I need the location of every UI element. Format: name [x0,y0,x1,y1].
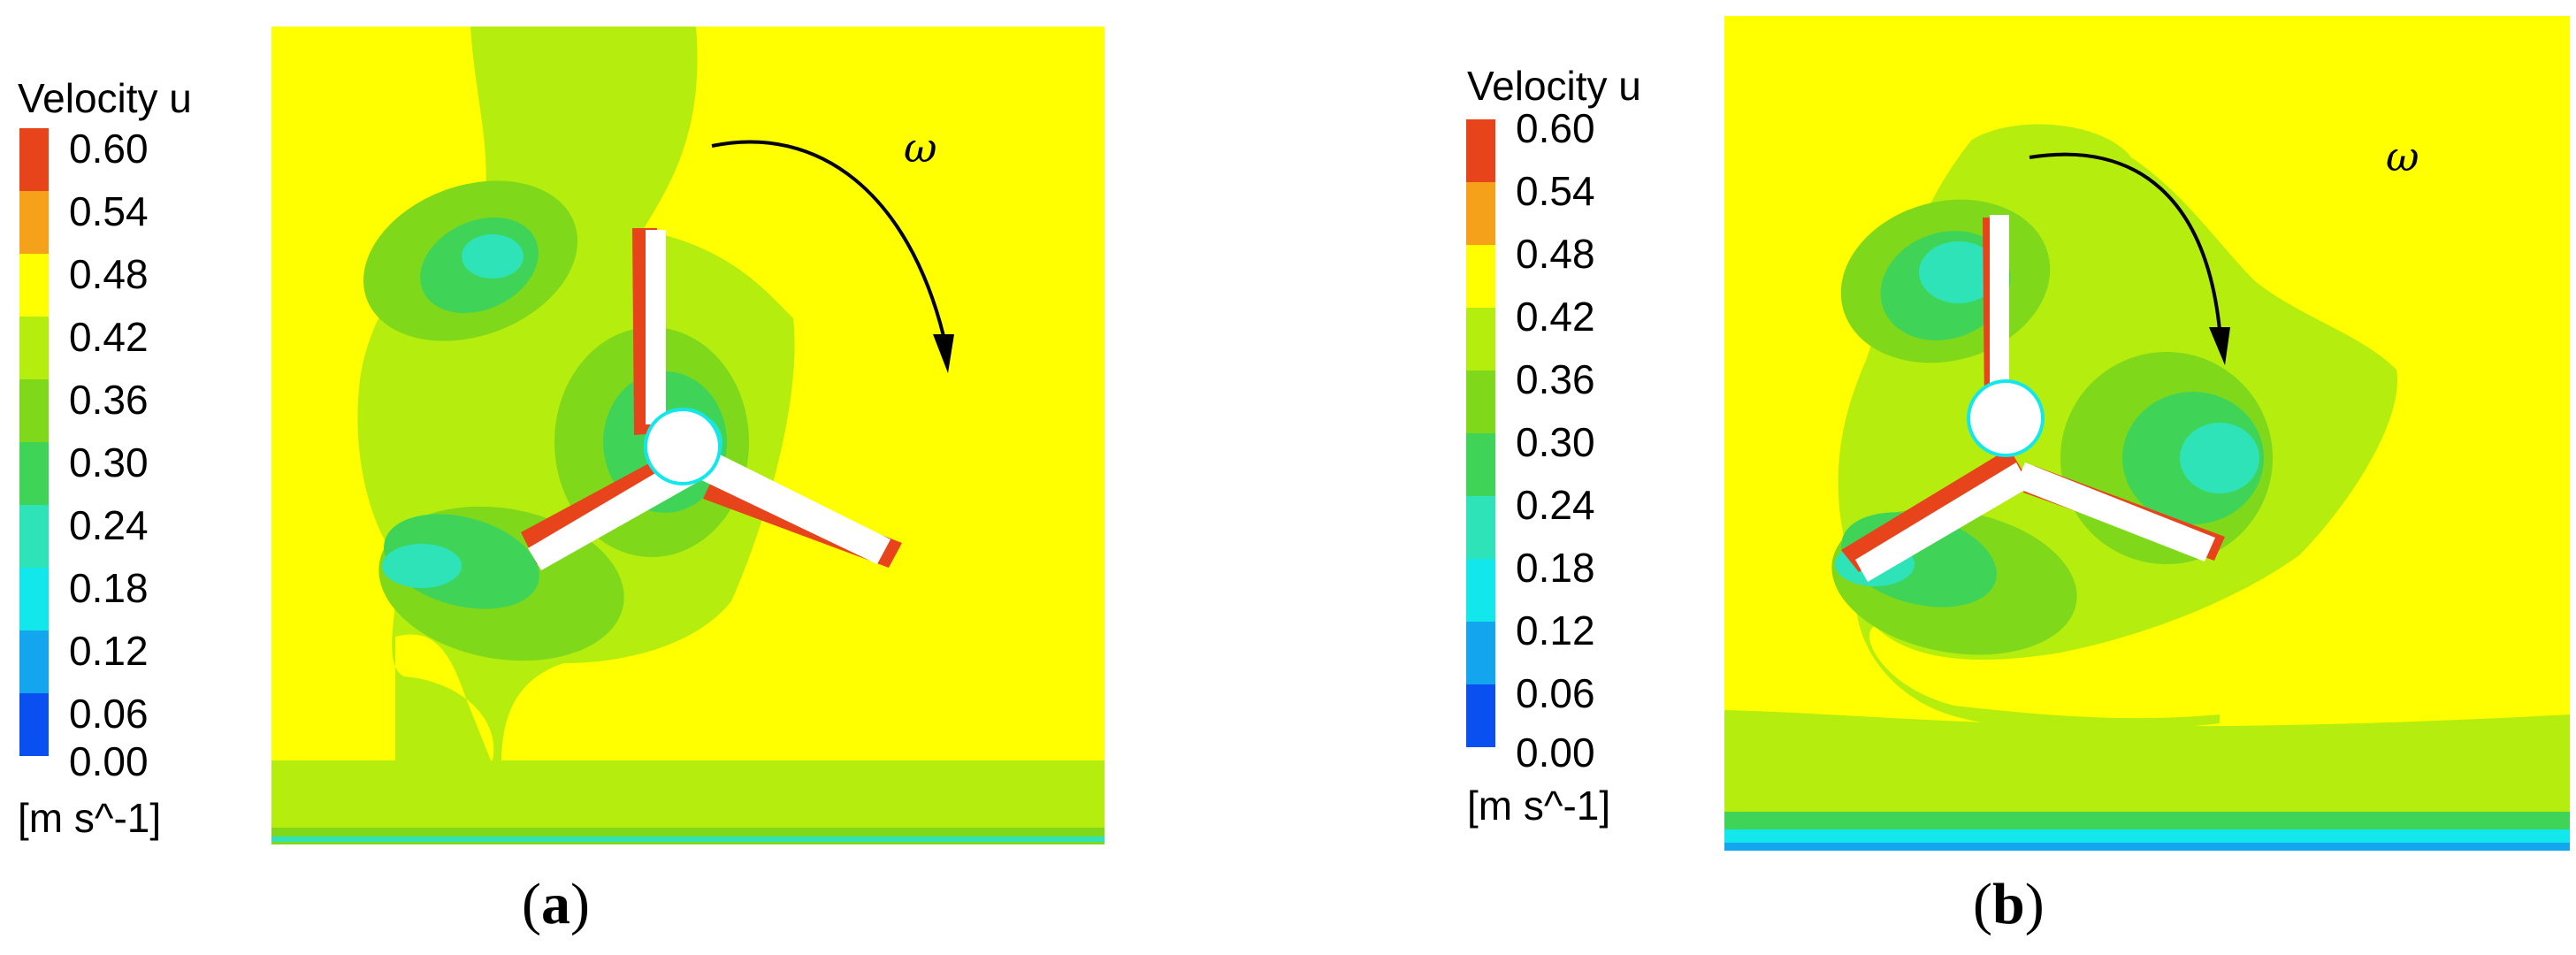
caption-close: ) [2024,872,2045,936]
wake-core-fast [2180,423,2259,493]
velocity-contour-field [271,27,1105,844]
legend-tick: 0.48 [1516,231,1595,277]
legend-tick: 0.30 [1516,419,1595,465]
color-bar-segment [1466,559,1495,622]
legend-tick: 0.42 [1516,294,1595,340]
rotor-blade [696,449,891,564]
rotation-arrow [711,140,945,337]
color-bar-segment [1466,371,1495,433]
legend-tick: 0.54 [1516,168,1595,214]
color-bar-segment [1466,496,1495,559]
rotor-hub [1967,379,2045,457]
legend-tick: 0.18 [1516,545,1595,591]
color-bar-segment [19,128,49,191]
color-bar-segment [1466,308,1495,371]
caption-close: ) [569,872,590,936]
legend-tick: 0.42 [69,314,149,360]
color-bar-segment [1466,622,1495,684]
legend-tick: 0.36 [1516,356,1595,402]
color-bar-segment [19,442,49,505]
panel-b: Velocity u 0.60 0.54 0.48 0.42 0.36 0.30… [1288,0,2575,955]
rotation-label: ω [2386,133,2419,180]
legend-tick: 0.00 [1516,730,1595,775]
caption-open: ( [1973,872,1992,936]
legend-tick: 0.60 [69,126,149,172]
rotation-arrowhead [933,334,954,373]
legend-tick: 0.06 [1516,670,1595,716]
legend-tick: 0.30 [69,439,149,485]
wake-core-fast [462,234,524,279]
color-bar-segment [19,505,49,568]
legend-tick: 0.36 [69,377,149,423]
color-bar-segment [19,317,49,379]
color-bar-segment [1466,245,1495,308]
panel-caption: (b) [1973,871,2045,938]
legend-unit: [m s^-1] [18,795,162,841]
legend-tick: 0.60 [1516,105,1595,151]
velocity-contour-field [1724,16,2570,851]
legend-title: Velocity u [1467,63,1641,109]
wake-core-fast [382,544,462,588]
caption-letter: a [540,872,570,936]
rotor-hub [644,408,722,485]
color-bar-segment [1466,433,1495,496]
caption-open: ( [522,872,541,936]
floor-edge [1724,843,2570,851]
color-bar-segment [1466,182,1495,245]
legend-tick: 0.12 [1516,607,1595,653]
rotation-label: ω [904,124,937,172]
legend-tick: 0.12 [69,628,149,674]
rotation-arrowhead [2209,327,2230,365]
color-bar-segment [19,254,49,317]
color-bar-segment [19,630,49,693]
rotation-arrow [2029,152,2221,331]
legend-title: Velocity u [18,75,192,121]
panel-caption: (a) [522,871,590,938]
floor-boundary [271,828,1105,844]
legend-tick: 0.24 [69,502,149,548]
rotor-blade [1855,462,2029,582]
floor-edge [271,837,1105,842]
legend-tick: 0.24 [1516,482,1595,528]
legend-tick: 0.54 [69,188,149,234]
legend-tick: 0.00 [69,738,149,784]
color-bar-segment [1466,684,1495,747]
color-bar [1466,119,1495,747]
legend-tick: 0.48 [69,251,149,297]
rotor-blade [646,230,666,424]
rotor-blade [1990,215,2009,418]
caption-letter: b [1991,872,2025,936]
color-bar [19,128,49,756]
color-bar-segment [1466,119,1495,182]
color-bar-segment [19,693,49,756]
legend-tick: 0.18 [69,565,149,611]
color-bar-segment [19,568,49,630]
panel-a: Velocity u 0.60 0.54 0.48 0.42 0.36 0.30… [18,27,1105,938]
color-bar-segment [19,191,49,254]
legend-tick: 0.06 [69,691,149,737]
legend-unit: [m s^-1] [1467,783,1611,829]
wake-core-fast [1919,241,1999,303]
rotor-blade [2014,462,2215,562]
color-bar-segment [19,379,49,442]
